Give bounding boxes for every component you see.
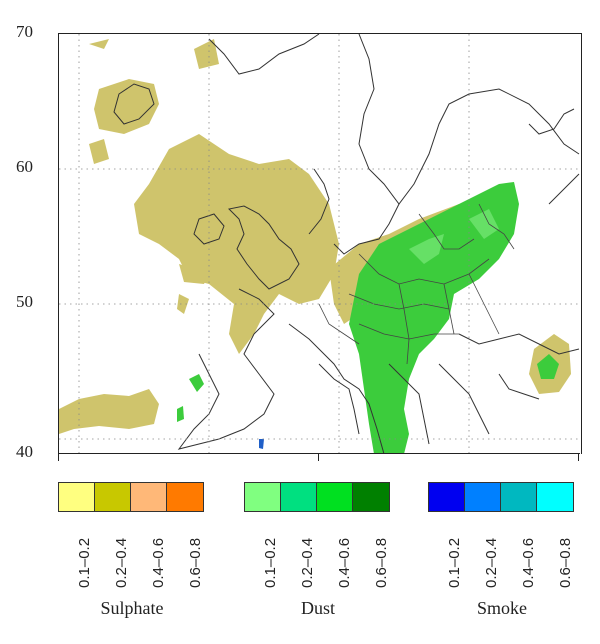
x-tick — [318, 454, 319, 461]
legend-title-dust: Dust — [300, 598, 335, 618]
legend-range-label: 0.4–0.6 — [150, 537, 167, 588]
legend-swatch — [131, 483, 167, 511]
legend-swatch — [537, 483, 573, 511]
lat-label-50: 50 — [16, 292, 33, 311]
legend-range-label: 0.1–0.2 — [262, 537, 279, 588]
legend-range-label: 0.1–0.2 — [76, 537, 93, 588]
europe-map-graphic — [59, 34, 581, 454]
legend-smoke-colorbar — [428, 482, 574, 512]
legend-swatch — [245, 483, 281, 511]
legend-range-label: 0.2–0.4 — [299, 537, 316, 588]
legend-range-label: 0.6–0.8 — [373, 537, 390, 588]
legend-swatch — [465, 483, 501, 511]
dust-region — [177, 182, 559, 454]
legend-swatch — [429, 483, 465, 511]
legend-swatch — [501, 483, 537, 511]
aerosol-map — [58, 33, 582, 454]
legend-range-label: 0.4–0.6 — [520, 537, 537, 588]
legend-range-label: 0.2–0.4 — [113, 537, 130, 588]
legend-dust-colorbar — [244, 482, 390, 512]
x-tick — [578, 454, 579, 461]
coastlines — [113, 34, 580, 454]
country-borders — [318, 203, 515, 365]
legend-swatch — [167, 483, 203, 511]
legend-range-label: 0.6–0.8 — [557, 537, 574, 588]
legend-swatch — [281, 483, 317, 511]
legend-swatch — [317, 483, 353, 511]
legend-title-sulphate: Sulphate — [100, 598, 164, 618]
legend-range-label: 0.1–0.2 — [446, 537, 463, 588]
lat-label-60: 60 — [16, 157, 33, 176]
legend-range-label: 0.2–0.4 — [483, 537, 500, 588]
legend-swatch — [95, 483, 131, 511]
legend-swatch — [59, 483, 95, 511]
x-axis — [58, 453, 580, 462]
legend-sulphate-colorbar — [58, 482, 204, 512]
graticule — [59, 34, 581, 454]
x-tick — [58, 454, 59, 461]
smoke-spot — [259, 439, 264, 449]
legend-range-label: 0.6–0.8 — [187, 537, 204, 588]
lat-label-70: 70 — [16, 22, 33, 41]
legend-range-label: 0.4–0.6 — [336, 537, 353, 588]
lat-label-40: 40 — [16, 442, 33, 461]
legend-title-smoke: Smoke — [476, 598, 527, 618]
legend-swatch — [353, 483, 389, 511]
